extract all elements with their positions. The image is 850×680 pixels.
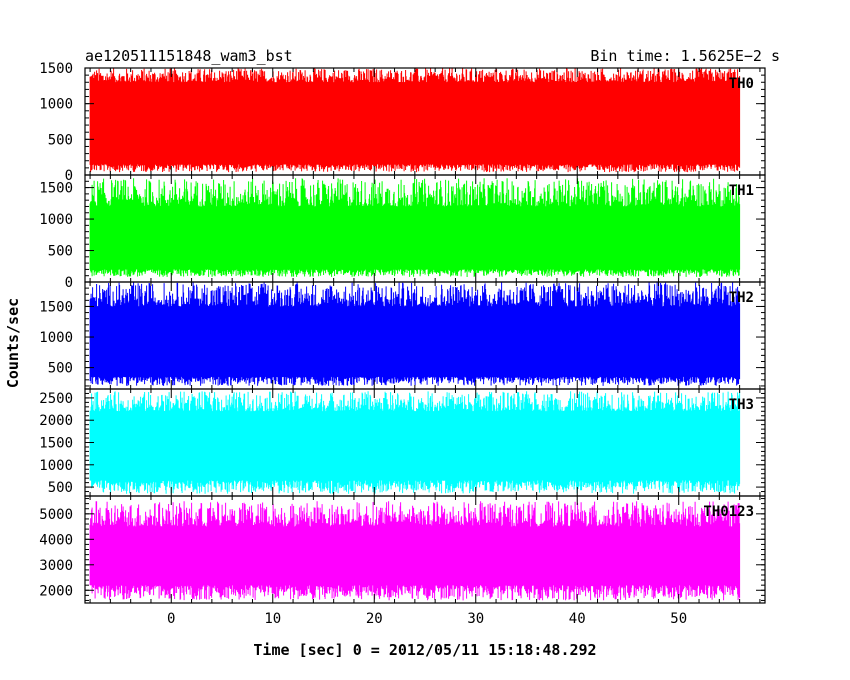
x-tick-label: 50 xyxy=(670,611,687,627)
y-tick-label: 500 xyxy=(48,132,73,148)
series-th0 xyxy=(89,68,741,173)
x-axis: 0 10 20 30 40 50 xyxy=(167,611,687,627)
y-tick-label: 4000 xyxy=(39,532,73,548)
y-tick-label: 500 xyxy=(48,244,73,260)
y-tick-label: 3000 xyxy=(39,558,73,574)
y-tick-label: 1500 xyxy=(39,181,73,197)
y-tick-label: 1000 xyxy=(39,330,73,346)
panel-th1: 0 500 1000 1500 TH1 xyxy=(39,174,766,291)
series-th0123 xyxy=(89,501,741,601)
bin-time-label: Bin time: 1.5625E−2 s xyxy=(590,47,780,65)
chart-title: ae120511151848_wam3_bst xyxy=(85,47,293,65)
x-tick-label: 10 xyxy=(264,611,281,627)
series-spikes-th3 xyxy=(89,391,741,494)
series-spikes-th0 xyxy=(89,68,741,173)
y-tick-label: 1500 xyxy=(39,61,73,77)
series-spikes-th2 xyxy=(89,282,741,386)
y-tick-label: 1000 xyxy=(39,97,73,113)
y-tick-label: 1000 xyxy=(39,212,73,228)
y-tick-label: 500 xyxy=(48,361,73,377)
x-tick-label: 40 xyxy=(569,611,586,627)
series-th3 xyxy=(89,391,741,494)
series-spikes-th0123 xyxy=(89,501,741,601)
x-tick-label: 0 xyxy=(167,611,175,627)
y-tick-label: 0 xyxy=(65,168,73,184)
y-tick-label: 1000 xyxy=(39,458,73,474)
y-tick-label: 2500 xyxy=(39,391,73,407)
y-axis-title: Counts/sec xyxy=(4,298,22,388)
series-spikes-th1 xyxy=(89,178,741,277)
series-th2 xyxy=(89,282,741,386)
legend-entry-th1: TH1 xyxy=(729,183,754,199)
legend-entry-th0123: TH0123 xyxy=(703,504,754,520)
y-tick-label: 1500 xyxy=(39,436,73,452)
panel-th0123: 2000 3000 4000 5000 TH0123 xyxy=(39,495,766,604)
panel-th3: 500 1000 1500 2000 2500 TH3 xyxy=(39,388,766,497)
legend-entry-th3: TH3 xyxy=(729,397,754,413)
x-axis-title: Time [sec] 0 = 2012/05/11 15:18:48.292 xyxy=(253,641,596,659)
y-tick-label: 5000 xyxy=(39,507,73,523)
panel-th2: 500 1000 1500 TH2 xyxy=(39,281,766,390)
panel-th0: 0 500 1000 1500 TH0 xyxy=(39,61,766,184)
series-th1 xyxy=(89,178,741,277)
y-tick-label: 500 xyxy=(48,480,73,496)
x-tick-label: 20 xyxy=(366,611,383,627)
legend-entry-th2: TH2 xyxy=(729,290,754,306)
y-tick-label: 0 xyxy=(65,275,73,291)
y-tick-label: 1500 xyxy=(39,299,73,315)
x-tick-label: 30 xyxy=(467,611,484,627)
legend-entry-th0: TH0 xyxy=(729,76,754,92)
y-tick-label: 2000 xyxy=(39,583,73,599)
panels-group: 0 500 1000 1500 TH0 0 500 1000 1500 TH1 500 1000 150… xyxy=(39,61,766,604)
y-tick-label: 2000 xyxy=(39,413,73,429)
